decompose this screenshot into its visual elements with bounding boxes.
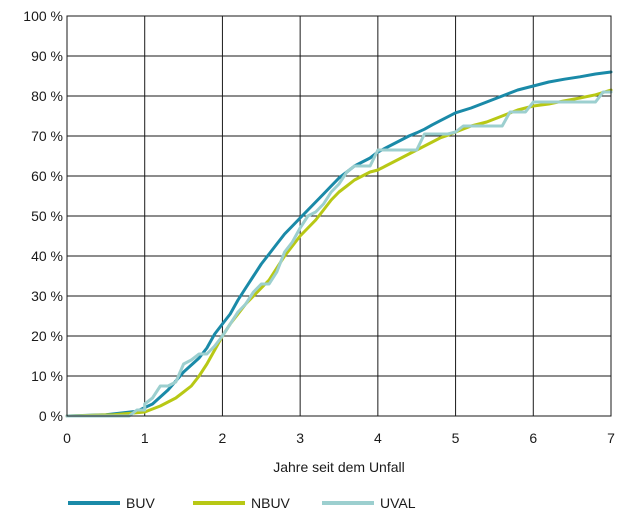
y-tick-label: 90 % — [31, 48, 63, 64]
y-tick-label: 100 % — [23, 8, 63, 24]
legend-label-nbuv: NBUV — [251, 495, 291, 511]
legend: BUV NBUV UVAL — [68, 495, 416, 511]
x-tick-label: 4 — [374, 430, 382, 446]
x-tick-label: 1 — [141, 430, 149, 446]
x-tick-label: 0 — [63, 430, 71, 446]
y-tick-label: 30 % — [31, 288, 63, 304]
x-tick-label: 3 — [296, 430, 304, 446]
y-tick-label: 70 % — [31, 128, 63, 144]
y-tick-label: 0 % — [39, 408, 63, 424]
series-lines — [65, 70, 613, 418]
y-axis-tick-labels: 0 % 10 % 20 % 30 % 40 % 50 % 60 % 70 % 80 % 90 % 1… — [23, 8, 63, 424]
y-tick-label: 80 % — [31, 88, 63, 104]
series-line-buv — [65, 70, 613, 418]
y-tick-label: 40 % — [31, 248, 63, 264]
legend-label-uval: UVAL — [380, 495, 416, 511]
x-axis-tick-labels: 0 1 2 3 4 5 6 7 — [63, 430, 615, 446]
series-line-uval — [65, 90, 613, 418]
x-axis-label: Jahre seit dem Unfall — [273, 459, 405, 475]
grid-lines — [66, 15, 612, 417]
x-tick-label: 6 — [529, 430, 537, 446]
legend-label-buv: BUV — [126, 495, 155, 511]
y-tick-label: 50 % — [31, 208, 63, 224]
y-tick-label: 60 % — [31, 168, 63, 184]
plot-border — [66, 15, 612, 417]
x-tick-label: 7 — [607, 430, 615, 446]
x-tick-label: 5 — [452, 430, 460, 446]
plot-frame — [66, 15, 612, 417]
x-tick-label: 2 — [219, 430, 227, 446]
series-line-nbuv — [65, 88, 613, 418]
y-tick-label: 10 % — [31, 368, 63, 384]
y-tick-label: 20 % — [31, 328, 63, 344]
